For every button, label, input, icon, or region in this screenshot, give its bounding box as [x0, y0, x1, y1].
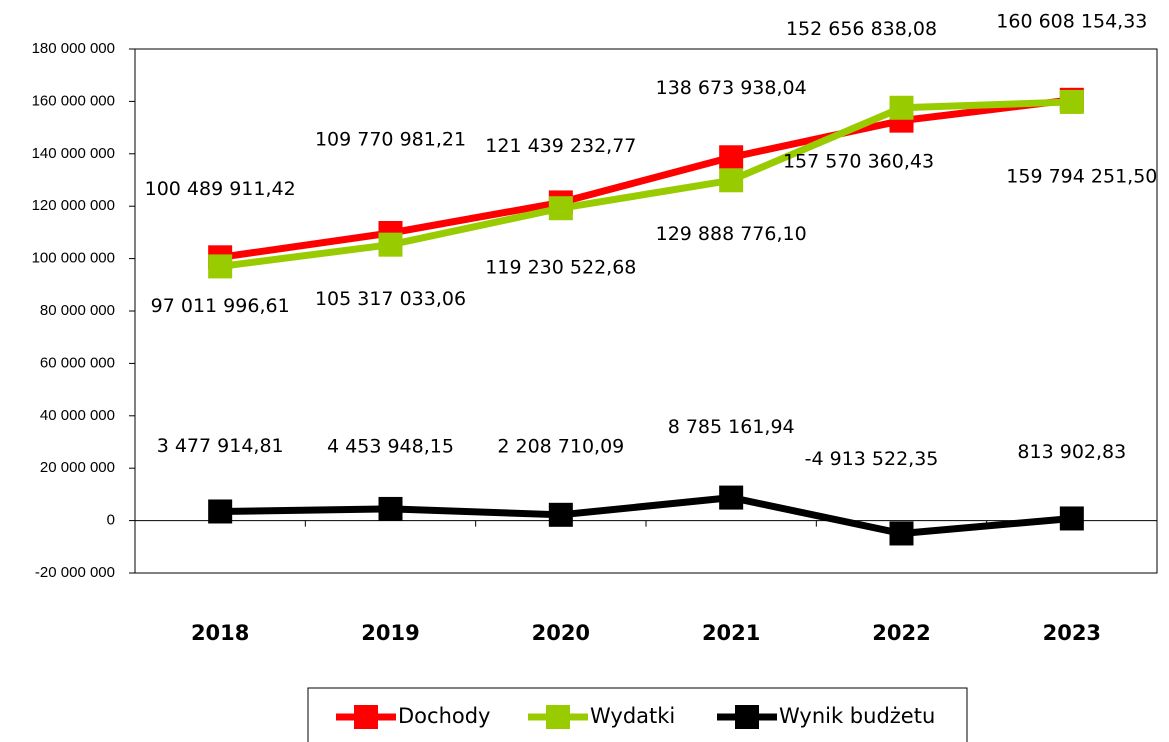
data-label: 2 208 710,09	[497, 435, 624, 457]
marker	[548, 502, 573, 527]
marker	[1059, 506, 1084, 531]
y-tick-label: 40 000 000	[40, 407, 115, 424]
data-label: 138 673 938,04	[656, 77, 807, 99]
marker	[719, 168, 744, 193]
data-label: 109 770 981,21	[315, 129, 466, 151]
marker	[889, 521, 914, 546]
data-label: 152 656 838,08	[786, 18, 937, 40]
x-tick-label: 2022	[872, 621, 930, 645]
data-label: 4 453 948,15	[327, 435, 454, 457]
marker	[378, 496, 403, 521]
series-line	[219, 98, 1072, 270]
data-label: 3 477 914,81	[157, 435, 284, 457]
marker	[719, 485, 744, 510]
data-label: 8 785 161,94	[668, 416, 795, 438]
y-tick-label: 80 000 000	[40, 302, 115, 319]
marker	[1059, 89, 1084, 114]
y-tick-label: 0	[107, 512, 115, 529]
legend-marker	[546, 705, 570, 729]
data-label: 97 011 996,61	[151, 295, 290, 317]
x-tick-label: 2019	[361, 621, 419, 645]
data-label: 159 794 251,50	[1006, 165, 1157, 187]
legend-label: Wydatki	[590, 704, 675, 728]
y-tick-label: 100 000 000	[32, 250, 115, 267]
x-tick-label: 2023	[1043, 621, 1101, 645]
data-label: 121 439 232,77	[485, 135, 636, 157]
data-label: 129 888 776,10	[656, 223, 807, 245]
series-line	[220, 494, 1073, 537]
y-tick-label: 20 000 000	[40, 459, 115, 476]
data-label: 813 902,83	[1017, 441, 1126, 463]
data-label: 157 570 360,43	[783, 150, 934, 172]
marker	[889, 95, 914, 120]
data-label: 160 608 154,33	[996, 10, 1147, 32]
marker	[208, 254, 233, 279]
legend-label: Wynik budżetu	[779, 704, 935, 728]
legend	[307, 687, 968, 742]
data-label: 119 230 522,68	[485, 257, 636, 279]
data-label: 100 489 911,42	[145, 178, 296, 200]
marker	[548, 196, 573, 221]
data-label: -4 913 522,35	[805, 448, 939, 470]
y-tick-label: 120 000 000	[32, 197, 115, 214]
x-tick-label: 2020	[532, 621, 590, 645]
y-tick-label: 180 000 000	[32, 40, 115, 57]
marker	[378, 232, 403, 257]
data-label: 105 317 033,06	[315, 288, 466, 310]
legend-marker	[735, 705, 759, 729]
y-tick-label: 60 000 000	[40, 354, 115, 371]
y-tick-label: 160 000 000	[32, 92, 115, 109]
x-tick-label: 2021	[702, 621, 760, 645]
x-tick-label: 2018	[191, 621, 249, 645]
marker	[719, 145, 744, 170]
y-tick-label: 140 000 000	[32, 145, 115, 162]
legend-marker	[354, 705, 378, 729]
marker	[208, 499, 233, 524]
series-line	[219, 96, 1073, 261]
y-tick-label: -20 000 000	[35, 564, 115, 581]
legend-label: Dochody	[398, 704, 490, 728]
